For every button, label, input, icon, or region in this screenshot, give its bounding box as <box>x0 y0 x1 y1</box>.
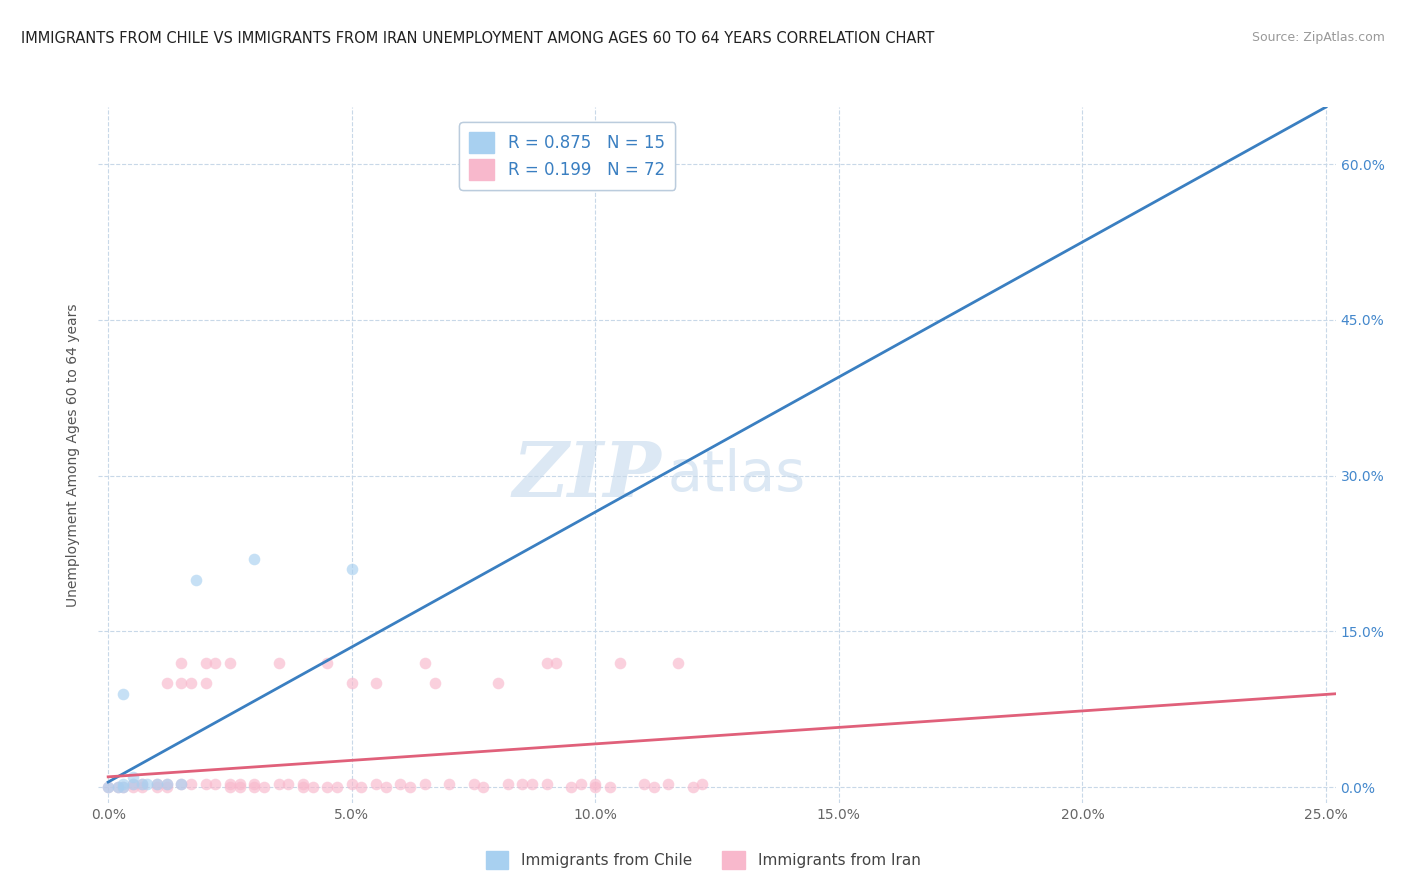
Point <box>472 780 495 795</box>
Point <box>277 777 299 791</box>
Point <box>399 780 422 795</box>
Point <box>267 777 290 791</box>
Legend: Immigrants from Chile, Immigrants from Iran: Immigrants from Chile, Immigrants from I… <box>479 845 927 875</box>
Text: atlas: atlas <box>668 449 806 503</box>
Point <box>180 777 202 791</box>
Point <box>136 777 159 791</box>
Text: IMMIGRANTS FROM CHILE VS IMMIGRANTS FROM IRAN UNEMPLOYMENT AMONG AGES 60 TO 64 Y: IMMIGRANTS FROM CHILE VS IMMIGRANTS FROM… <box>21 31 935 46</box>
Point <box>560 780 582 795</box>
Point <box>228 777 250 791</box>
Point <box>340 562 363 576</box>
Point <box>374 780 396 795</box>
Point <box>583 780 606 795</box>
Point <box>546 656 568 670</box>
Point <box>583 777 606 791</box>
Point <box>131 777 153 791</box>
Point <box>437 777 460 791</box>
Point <box>599 780 621 795</box>
Point <box>463 777 485 791</box>
Point <box>510 777 533 791</box>
Point <box>389 777 412 791</box>
Point <box>111 687 134 701</box>
Point <box>204 777 226 791</box>
Point <box>170 676 193 690</box>
Point <box>364 777 387 791</box>
Point <box>219 777 242 791</box>
Point <box>121 777 143 791</box>
Point <box>121 780 143 795</box>
Legend: R = 0.875   N = 15, R = 0.199   N = 72: R = 0.875 N = 15, R = 0.199 N = 72 <box>460 122 675 190</box>
Point <box>657 777 679 791</box>
Point <box>219 656 242 670</box>
Point <box>156 777 179 791</box>
Point <box>340 676 363 690</box>
Point <box>156 777 179 791</box>
Point <box>219 780 242 795</box>
Point <box>204 656 226 670</box>
Point <box>243 780 266 795</box>
Point <box>316 656 339 670</box>
Point <box>111 777 134 791</box>
Point <box>121 777 143 791</box>
Point <box>156 676 179 690</box>
Point <box>170 656 193 670</box>
Point <box>146 777 169 791</box>
Text: ZIP: ZIP <box>513 439 661 513</box>
Point <box>316 780 339 795</box>
Point <box>643 780 665 795</box>
Point <box>692 777 714 791</box>
Point <box>423 676 446 690</box>
Point <box>170 777 193 791</box>
Point <box>253 780 276 795</box>
Point <box>228 780 250 795</box>
Point <box>292 780 315 795</box>
Point <box>156 780 179 795</box>
Point <box>682 780 704 795</box>
Point <box>107 780 129 795</box>
Point <box>536 777 558 791</box>
Point <box>146 777 169 791</box>
Point <box>633 777 655 791</box>
Text: Source: ZipAtlas.com: Source: ZipAtlas.com <box>1251 31 1385 45</box>
Point <box>180 676 202 690</box>
Point <box>121 770 143 784</box>
Point <box>131 780 153 795</box>
Point <box>243 551 266 566</box>
Point <box>496 777 519 791</box>
Point <box>569 777 592 791</box>
Point <box>194 777 217 791</box>
Point <box>292 777 315 791</box>
Point <box>486 676 509 690</box>
Point <box>350 780 373 795</box>
Point <box>111 780 134 795</box>
Point <box>111 780 134 795</box>
Point <box>107 780 129 795</box>
Point <box>301 780 323 795</box>
Point <box>520 777 543 791</box>
Point <box>97 780 120 795</box>
Point <box>243 777 266 791</box>
Point <box>413 777 436 791</box>
Point <box>194 676 217 690</box>
Point <box>536 656 558 670</box>
Point <box>146 780 169 795</box>
Y-axis label: Unemployment Among Ages 60 to 64 years: Unemployment Among Ages 60 to 64 years <box>66 303 80 607</box>
Point <box>364 676 387 690</box>
Point <box>170 777 193 791</box>
Point <box>97 780 120 795</box>
Point <box>413 656 436 670</box>
Point <box>131 777 153 791</box>
Point <box>184 573 207 587</box>
Point <box>194 656 217 670</box>
Point <box>666 656 689 670</box>
Point <box>609 656 631 670</box>
Point <box>340 777 363 791</box>
Point <box>267 656 290 670</box>
Point <box>326 780 349 795</box>
